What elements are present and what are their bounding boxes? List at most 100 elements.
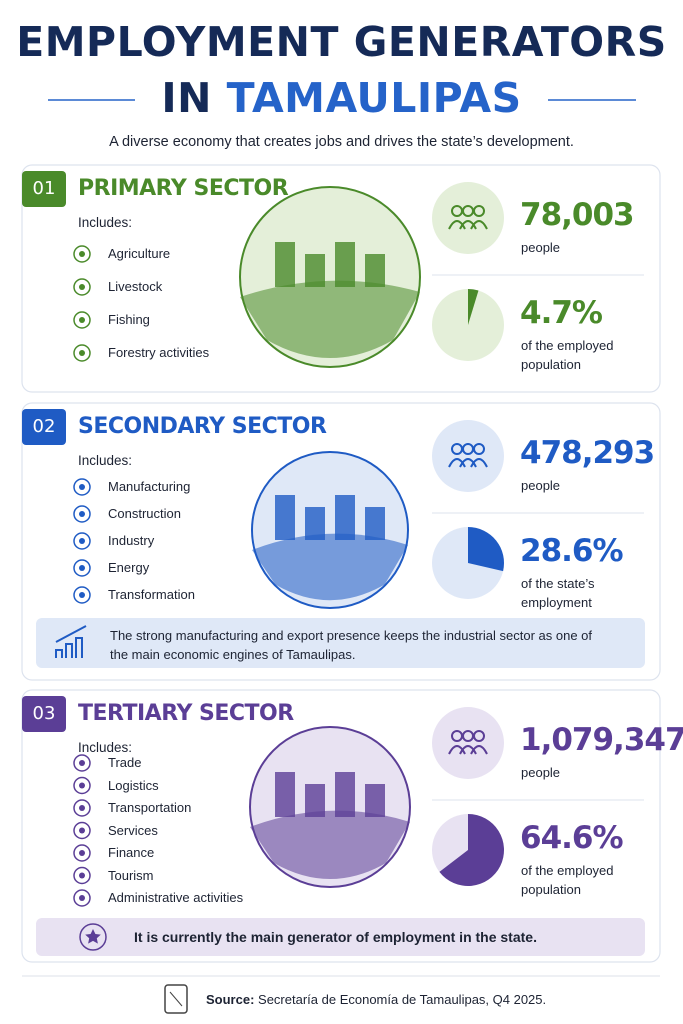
item-icon [73, 776, 91, 795]
people-icon [470, 220, 488, 230]
sector-badge [22, 409, 66, 445]
people-icon [470, 745, 488, 755]
item-icon [73, 889, 91, 907]
people-icon [448, 458, 466, 468]
pie-slice [468, 527, 505, 572]
item-icon [79, 805, 85, 811]
item-icon [79, 827, 85, 834]
item-icon [79, 484, 85, 490]
title-line2: IN TAMAULIPAS [0, 74, 683, 122]
item-label: Manufacturing [108, 479, 191, 494]
pie-slice [439, 814, 504, 886]
item-icon [73, 844, 91, 862]
sector-title: TERTIARY SECTOR [78, 701, 294, 726]
people-count: 478,293 [520, 435, 655, 471]
item-label: Fishing [108, 312, 150, 327]
illustration [275, 242, 295, 287]
item-label: Industry [108, 533, 155, 548]
item-icon [79, 895, 85, 901]
illustration [365, 507, 385, 540]
source-label: Source: [206, 992, 255, 1007]
item-icon [73, 799, 91, 817]
includes-label: Includes: [78, 215, 133, 230]
note-box [36, 918, 645, 956]
item-label: Tourism [108, 867, 154, 883]
people-icon-bg [432, 707, 504, 779]
title-line1: EMPLOYMENT GENERATORS [16, 18, 667, 66]
item-icon [79, 350, 85, 356]
people-label: people [521, 765, 561, 780]
item-icon [73, 478, 91, 496]
item-label: Livestock [108, 279, 163, 294]
people-label: people [521, 240, 561, 255]
subtitle: A diverse economy that creates jobs and … [109, 134, 574, 150]
illustration [240, 280, 420, 358]
note-box [36, 618, 645, 668]
illustration [365, 784, 385, 817]
illustration [252, 533, 408, 601]
sector-number: 03 [32, 703, 56, 724]
includes-label: Includes: [78, 453, 133, 468]
share-caption: of the state’s employment [521, 576, 595, 610]
item-icon [79, 284, 85, 290]
item-icon [73, 311, 91, 329]
people-icon [473, 730, 485, 742]
note-icon [79, 923, 107, 951]
item-label: Administrative activities [108, 890, 244, 905]
item-label: Agriculture [108, 246, 171, 261]
note-text: The strong manufacturing and export pres… [110, 628, 593, 662]
item-icon [73, 245, 91, 263]
people-icon-bg [432, 182, 504, 254]
people-icon [473, 205, 485, 217]
source-text: Secretaría de Economía de Tamaulipas, Q4… [258, 992, 547, 1007]
sector-badge [22, 696, 66, 732]
item-label: Energy [108, 560, 150, 575]
illustration [275, 772, 295, 817]
share-caption: of the employed population [521, 863, 614, 897]
source: Source: Secretaría de Economía de Tamaul… [206, 992, 546, 1007]
item-icon [73, 278, 91, 296]
item-icon [73, 505, 91, 523]
sector-title: PRIMARY SECTOR [78, 176, 289, 201]
item-icon [73, 866, 91, 885]
illustration [305, 254, 325, 287]
people-icon [459, 745, 477, 755]
people-icon [448, 745, 466, 755]
item-icon [73, 559, 91, 577]
sector-badge [22, 171, 66, 207]
item-label: Transportation [108, 800, 192, 815]
item-label: Trade [108, 755, 142, 770]
people-label: people [521, 478, 561, 493]
share-caption: of the employed population [521, 338, 614, 372]
illustration [250, 810, 410, 879]
people-count: 1,079,347 [520, 722, 683, 758]
item-icon [79, 760, 85, 766]
sector-number: 01 [32, 178, 56, 199]
sector-title: SECONDARY SECTOR [78, 414, 327, 439]
item-icon [79, 592, 85, 598]
item-label: Logistics [108, 777, 159, 793]
note-text: It is currently the main generator of em… [134, 929, 537, 945]
source-emblem [164, 984, 188, 1014]
people-icon [448, 220, 466, 230]
item-label: Construction [108, 506, 181, 521]
item-icon [73, 344, 91, 362]
illustration [335, 242, 355, 287]
illustration [335, 495, 355, 540]
share-value: 28.6% [520, 533, 624, 569]
share-value: 4.7% [520, 295, 603, 331]
item-icon [73, 821, 91, 840]
item-label: Transformation [108, 587, 195, 602]
item-icon [79, 511, 85, 517]
people-count: 78,003 [520, 197, 635, 233]
item-label: Services [108, 822, 158, 838]
item-icon [79, 850, 85, 856]
pie-slice [468, 289, 479, 325]
title-in: IN [161, 74, 212, 122]
illustration [275, 495, 295, 540]
source-emblem [169, 991, 183, 1007]
people-icon [473, 443, 485, 455]
title-state: TAMAULIPAS [226, 74, 522, 122]
